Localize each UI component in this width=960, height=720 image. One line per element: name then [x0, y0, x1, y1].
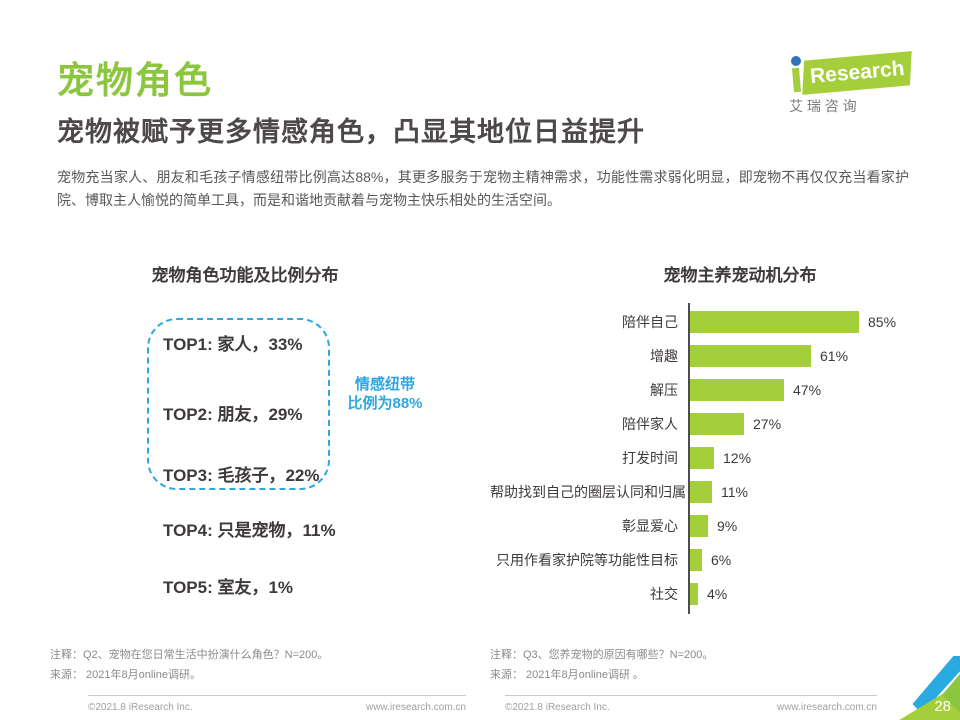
bar-category-label: 陪伴自己: [622, 314, 678, 330]
right-chart-note: 注释：Q3、您养宠物的原因有哪些？N=200。: [490, 649, 714, 661]
left-chart-title: 宠物角色功能及比例分布: [151, 266, 339, 285]
footer-left-url: www.iresearch.com.cn: [365, 702, 466, 713]
bar-chart-axis: [688, 303, 690, 614]
page-number: 28: [934, 698, 951, 715]
bar: [690, 447, 714, 469]
page-corner-decoration: 28: [894, 656, 960, 720]
bar-row: 打发时间 12%: [490, 441, 896, 475]
bar-row: 解压 47%: [490, 373, 896, 407]
right-chart-source: 来源： 2021年8月online调研 。: [490, 669, 645, 681]
footer-right-copyright: ©2021.8 iResearch Inc.: [505, 702, 610, 713]
page-title: 宠物角色: [57, 60, 213, 101]
logo-i-dot-icon: [791, 56, 801, 66]
logo-chinese-name: 艾 瑞 咨 询: [789, 98, 857, 114]
bar: [690, 481, 712, 503]
footer-right: ©2021.8 iResearch Inc. www.iresearch.com…: [505, 695, 877, 713]
bar-row: 社交 4%: [490, 577, 896, 611]
bar-value-label: 85%: [868, 314, 897, 330]
bar-category-label: 只用作看家护院等功能性目标: [496, 552, 678, 568]
top-item: TOP2: 朋友，29%: [163, 405, 303, 424]
bar-row: 陪伴家人 27%: [490, 407, 896, 441]
bar-row: 只用作看家护院等功能性目标 6%: [490, 543, 896, 577]
left-chart-note: 注释：Q2、宠物在您日常生活中扮演什么角色？N=200。: [50, 649, 329, 661]
bar-category-label: 解压: [650, 382, 678, 398]
bar: [690, 549, 702, 571]
bar: [690, 345, 811, 367]
left-chart-source: 来源： 2021年8月online调研。: [50, 669, 202, 681]
bar-value-label: 27%: [753, 416, 782, 432]
body-paragraph: 宠物充当家人、朋友和毛孩子情感纽带比例高达88%，其更多服务于宠物主精神需求，功…: [57, 169, 909, 208]
bar-value-label: 12%: [723, 450, 752, 466]
bar-value-label: 11%: [721, 484, 748, 500]
logo-wordmark: Research: [808, 56, 906, 89]
bar-value-label: 61%: [820, 348, 849, 364]
bar-value-label: 6%: [711, 552, 732, 568]
bar-value-label: 9%: [717, 518, 738, 534]
bar-value-label: 47%: [793, 382, 822, 398]
top-item: TOP4: 只是宠物，11%: [163, 521, 336, 540]
top-item: TOP3: 毛孩子，22%: [163, 466, 320, 485]
bar: [690, 379, 784, 401]
bar-category-label: 打发时间: [622, 450, 678, 466]
top-item: TOP5: 室友，1%: [163, 578, 294, 597]
emotional-bond-annotation: 情感纽带 比例为88%: [333, 375, 437, 413]
bar-value-label: 4%: [707, 586, 728, 602]
footer-left: ©2021.8 iResearch Inc. www.iresearch.com…: [88, 695, 466, 713]
footer-left-copyright: ©2021.8 iResearch Inc.: [88, 702, 193, 713]
bar-row: 彰显爱心 9%: [490, 509, 896, 543]
bar-category-label: 彰显爱心: [622, 518, 678, 534]
bar-chart: 陪伴自己 85% 增趣 61% 解压 47% 陪伴家人 27% 打发时间 12% 帮助找到自己的圈层…: [490, 305, 896, 611]
right-chart-title: 宠物主养宠动机分布: [663, 266, 817, 285]
bar-row: 增趣 61%: [490, 339, 896, 373]
bar-category-label: 增趣: [650, 348, 678, 364]
right-chart-notes: 注释：Q3、您养宠物的原因有哪些？N=200。 来源： 2021年8月onlin…: [490, 645, 713, 685]
bar-row: 陪伴自己 85%: [490, 305, 896, 339]
bar-category-label: 陪伴家人: [622, 416, 678, 432]
bar-category-label: 帮助找到自己的圈层认同和归属: [490, 484, 686, 500]
annotation-line-2: 比例为88%: [347, 395, 423, 412]
logo-i-stem-icon: [791, 67, 802, 93]
bar: [690, 583, 698, 605]
bar-row: 帮助找到自己的圈层认同和归属 11%: [490, 475, 896, 509]
top-item: TOP1: 家人，33%: [163, 335, 303, 354]
bar: [690, 515, 708, 537]
bar: [690, 311, 859, 333]
bar: [690, 413, 744, 435]
emotional-bond-group-box: [147, 318, 330, 490]
left-chart-notes: 注释：Q2、宠物在您日常生活中扮演什么角色？N=200。 来源： 2021年8月…: [50, 645, 328, 685]
bar-category-label: 社交: [650, 586, 678, 602]
annotation-line-1: 情感纽带: [354, 376, 415, 393]
iresearch-logo: Research: [802, 51, 912, 95]
footer-right-url: www.iresearch.com.cn: [776, 702, 877, 713]
page-subtitle: 宠物被赋予更多情感角色，凸显其地位日益提升: [57, 117, 645, 147]
